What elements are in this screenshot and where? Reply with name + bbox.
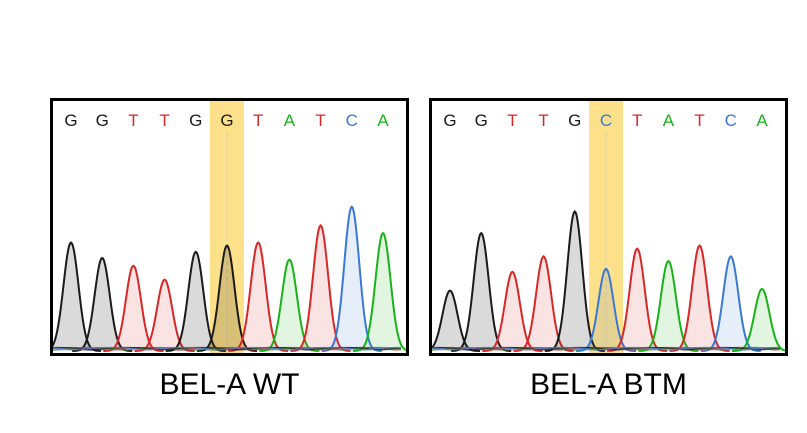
peak-fill-G bbox=[165, 251, 226, 351]
base-call-C: C bbox=[725, 111, 737, 130]
peak-fill-T bbox=[103, 265, 164, 351]
base-call-T: T bbox=[128, 111, 138, 130]
peak-fill-G bbox=[451, 233, 512, 351]
peak-fill-C bbox=[321, 206, 382, 351]
base-call-G: G bbox=[475, 111, 488, 130]
base-call-A: A bbox=[284, 111, 296, 130]
peak-fill-A bbox=[259, 259, 320, 351]
peak-fill-G bbox=[72, 258, 133, 351]
peak-fill-T bbox=[290, 225, 351, 351]
base-call-A: A bbox=[756, 111, 768, 130]
peak-fill-A bbox=[638, 261, 699, 351]
base-call-C: C bbox=[600, 111, 612, 130]
base-call-T: T bbox=[632, 111, 642, 130]
peak-fill-T bbox=[228, 242, 289, 351]
peak-fill-G bbox=[53, 242, 101, 351]
peak-fill-C bbox=[576, 268, 636, 351]
peak-fill-G bbox=[432, 290, 480, 351]
base-call-G: G bbox=[64, 111, 77, 130]
caption-btm: BEL-A BTM bbox=[530, 368, 687, 401]
base-call-A: A bbox=[663, 111, 675, 130]
baseline-trace bbox=[432, 346, 780, 351]
peak-fill-T bbox=[513, 256, 574, 351]
base-call-T: T bbox=[507, 111, 517, 130]
peak-fill-A bbox=[353, 233, 406, 351]
base-call-T: T bbox=[159, 111, 169, 130]
base-call-G: G bbox=[443, 111, 456, 130]
peak-fill-T bbox=[482, 271, 543, 351]
base-call-A: A bbox=[377, 111, 389, 130]
base-call-G: G bbox=[189, 111, 202, 130]
caption-wt: BEL-A WT bbox=[159, 368, 300, 401]
peak-fill-C bbox=[700, 256, 761, 351]
base-call-G: G bbox=[568, 111, 581, 130]
base-call-G: G bbox=[96, 111, 109, 130]
base-call-G: G bbox=[220, 111, 233, 130]
base-call-T: T bbox=[694, 111, 704, 130]
peak-fill-T bbox=[669, 245, 730, 351]
base-call-T: T bbox=[315, 111, 325, 130]
base-call-T: T bbox=[253, 111, 263, 130]
base-call-C: C bbox=[346, 111, 358, 130]
peak-fill-T bbox=[134, 279, 195, 351]
peak-fill-T bbox=[607, 248, 668, 351]
base-call-T: T bbox=[538, 111, 548, 130]
peak-fill-G bbox=[544, 211, 605, 351]
baseline-trace bbox=[53, 346, 401, 351]
peak-fill-G bbox=[197, 245, 257, 351]
peak-fill-A bbox=[732, 289, 785, 351]
